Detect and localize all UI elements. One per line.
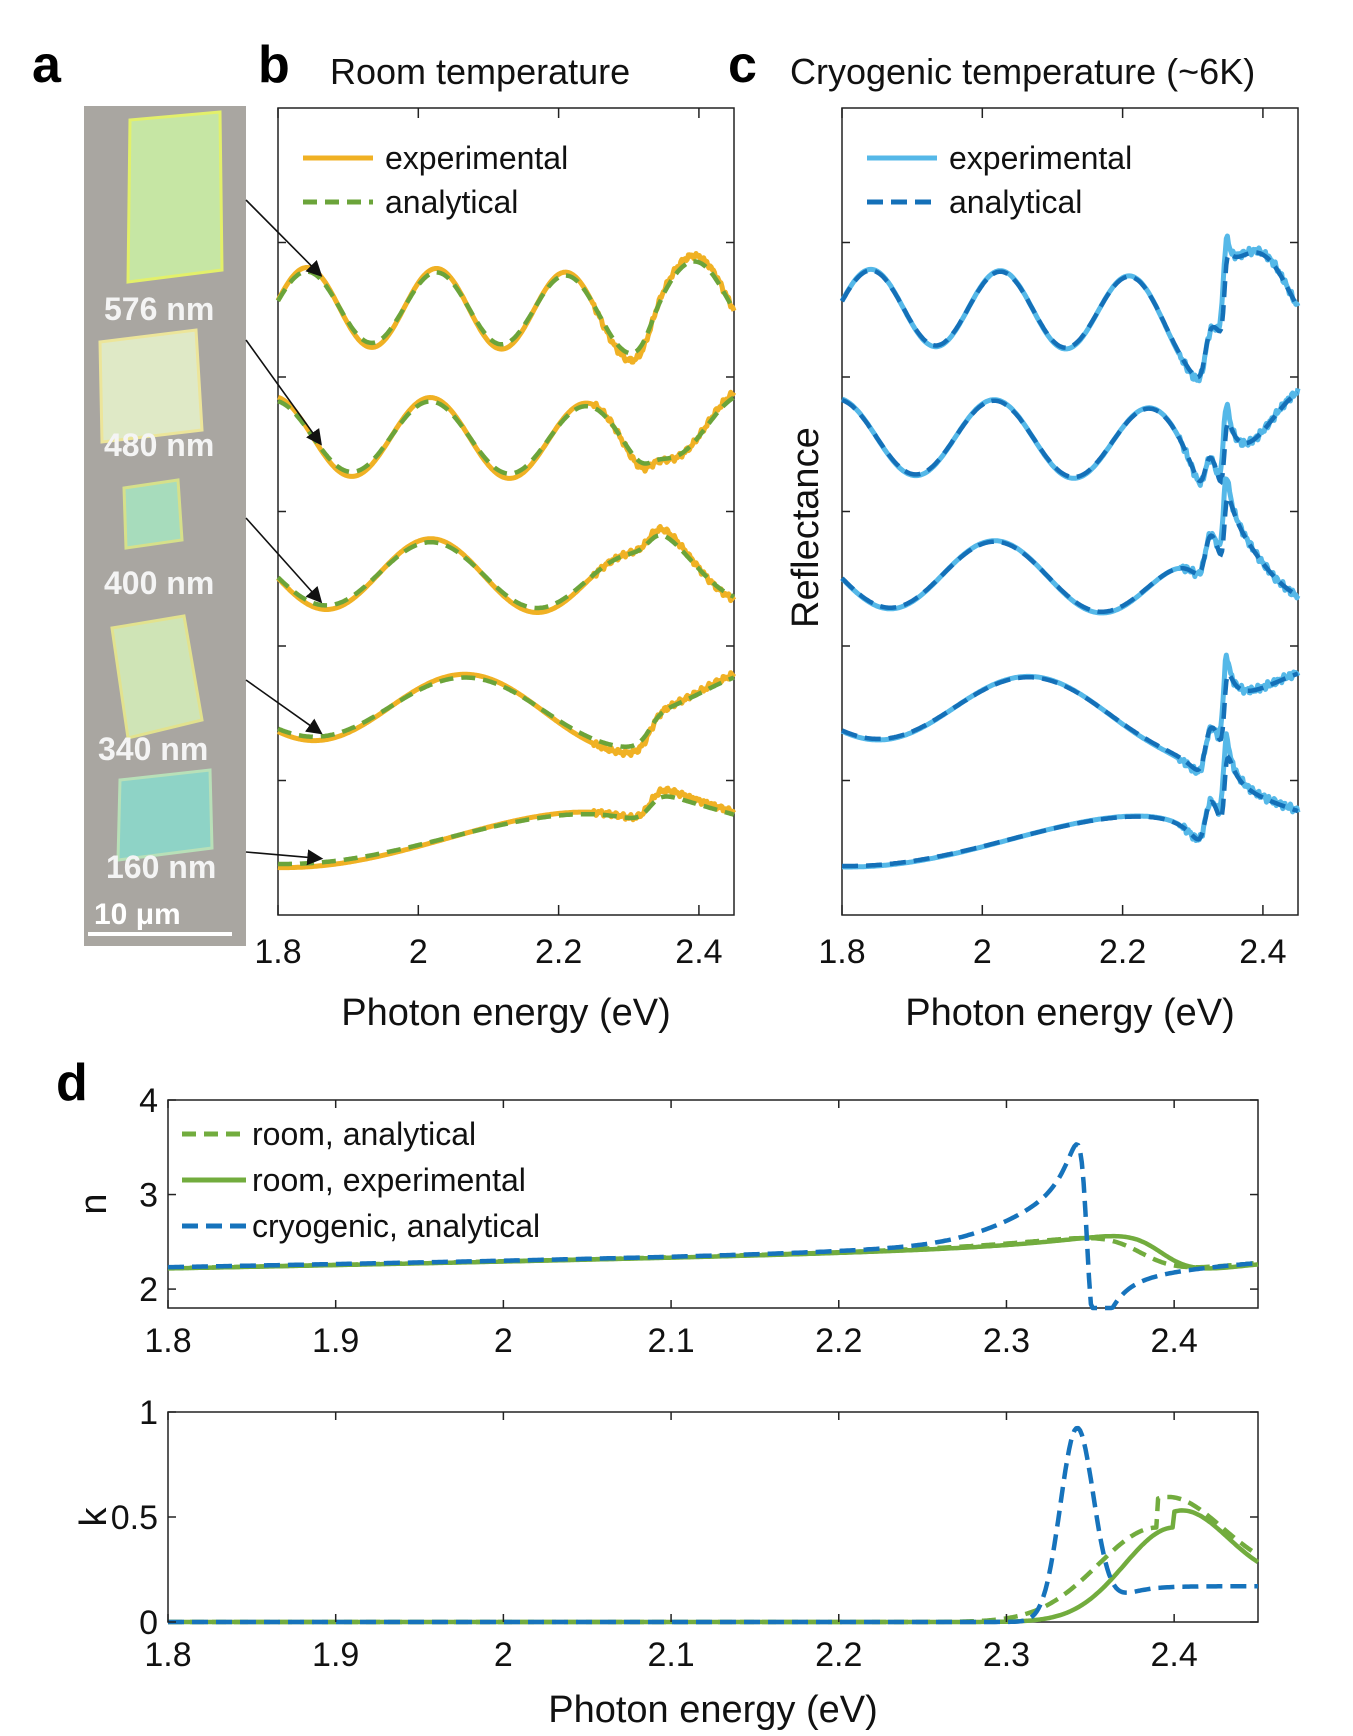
flake-160nm (116, 768, 214, 862)
cryo-experimental-160nm (840, 731, 1301, 870)
n-ytick-label: 3 (139, 1177, 158, 1215)
thickness-label-480: 480 nm (104, 427, 214, 463)
panel-label-b: b (258, 36, 290, 94)
k-xtick-label: 2.1 (647, 1636, 694, 1674)
room-experimental-400nm (276, 524, 737, 615)
k-ytick-label: 0.5 (111, 1499, 158, 1537)
n-xtick-label: 2 (494, 1322, 513, 1360)
k-ytick-label: 0 (139, 1604, 158, 1642)
flake-480nm (98, 328, 204, 444)
cryo-ylabel: Reflectance (785, 427, 827, 628)
room-legend-analytical: analytical (385, 184, 518, 220)
k-xlabel: Photon energy (eV) (548, 1689, 878, 1731)
thickness-arrow-3 (245, 679, 323, 735)
room-analytical-160nm (277, 794, 735, 867)
thickness-label-576: 576 nm (104, 291, 214, 327)
cryo-legend-experimental: experimental (949, 140, 1132, 176)
n-xtick-label: 2.2 (815, 1322, 862, 1360)
cryo-xtick-label: 2 (973, 933, 992, 971)
k-ylabel: k (73, 1507, 115, 1527)
k-xtick-label: 1.9 (312, 1636, 359, 1674)
room-xtick-label: 2 (409, 933, 428, 971)
cryo-analytical-400nm (840, 494, 1299, 615)
cryo-analytical-576nm (840, 250, 1300, 380)
n-ylabel: n (73, 1193, 115, 1214)
room-analytical-576nm (276, 259, 736, 356)
cryo-xtick-label: 1.8 (818, 933, 865, 971)
k-xtick-label: 1.8 (144, 1636, 191, 1674)
room-experimental-576nm (275, 251, 737, 365)
flake-340nm (110, 614, 204, 740)
thickness-arrows (245, 199, 324, 866)
k-series-cryogenic-analytical (167, 1425, 1259, 1625)
k-ytick-label: 1 (139, 1394, 158, 1432)
n-plot-frame (167, 1099, 1259, 1309)
cryo-xtick-label: 2.2 (1099, 933, 1146, 971)
cryo-analytical-340nm (841, 671, 1299, 773)
flake-576nm (126, 110, 224, 284)
chart-refractive-index-n: 1.8 1.9 2 2.1 2.2 2.3 2.4 2 3 4 n room, analytical r… (73, 1082, 1259, 1360)
k-xtick-label: 2.3 (983, 1636, 1030, 1674)
thickness-arrow-4 (245, 849, 324, 866)
thickness-label-160: 160 nm (106, 849, 216, 885)
room-legend-experimental: experimental (385, 140, 568, 176)
cryo-experimental-480nm (840, 387, 1301, 488)
cryo-analytical-160nm (842, 754, 1299, 869)
thickness-arrow-0 (245, 199, 323, 277)
n-legend-label-2: cryogenic, analytical (252, 1208, 540, 1244)
room-analytical-480nm (277, 395, 736, 476)
thickness-label-340: 340 nm (98, 731, 208, 767)
n-xtick-label: 2.1 (647, 1322, 694, 1360)
n-ytick-label: 4 (139, 1082, 158, 1120)
thickness-arrow-1 (245, 339, 322, 446)
k-xtick-label: 2.4 (1151, 1636, 1198, 1674)
panel-b-title: Room temperature (330, 51, 630, 92)
room-experimental-480nm (276, 389, 737, 481)
scale-bar-label: 10 μm (94, 898, 181, 931)
k-series-room-experimental (167, 1508, 1260, 1625)
thickness-label-400: 400 nm (104, 565, 214, 601)
cryo-legend-analytical: analytical (949, 184, 1082, 220)
room-xtick-label: 2.4 (675, 933, 722, 971)
n-series-cryogenic-analytical (167, 1142, 1259, 1311)
n-ytick-label: 2 (139, 1271, 158, 1309)
chart-extinction-k: 1.8 1.9 2 2.1 2.2 2.3 2.4 0 0.5 1 k Photon energy (… (73, 1394, 1260, 1731)
cryo-analytical-480nm (841, 391, 1300, 486)
k-xtick-label: 2 (494, 1636, 513, 1674)
cryo-xtick-label: 2.4 (1239, 933, 1286, 971)
room-xtick-label: 2.2 (535, 933, 582, 971)
panel-c-title: Cryogenic temperature (~6K) (790, 51, 1255, 92)
n-xtick-label: 1.9 (312, 1322, 359, 1360)
k-xtick-label: 2.2 (815, 1636, 862, 1674)
n-xtick-label: 2.4 (1151, 1322, 1198, 1360)
room-xlabel: Photon energy (eV) (341, 992, 671, 1034)
n-xtick-label: 2.3 (983, 1322, 1030, 1360)
room-experimental-340nm (276, 670, 737, 758)
room-xtick-label: 1.8 (254, 933, 301, 971)
panel-label-c: c (728, 36, 757, 94)
room-analytical-400nm (276, 533, 735, 611)
n-legend-label-0: room, analytical (252, 1116, 476, 1152)
scale-bar (88, 932, 232, 936)
cryo-experimental-400nm (840, 476, 1301, 616)
cryo-experimental-576nm (839, 233, 1301, 384)
panel-a-micrograph: 576 nm 480 nm 400 nm 340 nm 160 nm 10 μm (84, 106, 246, 946)
thickness-arrow-2 (245, 517, 323, 604)
flake-400nm (122, 478, 184, 550)
panel-label-a: a (32, 36, 62, 94)
n-legend-label-1: room, experimental (252, 1162, 526, 1198)
cryo-xlabel: Photon energy (eV) (905, 992, 1235, 1034)
room-experimental-160nm (276, 785, 737, 871)
n-xtick-label: 1.8 (144, 1322, 191, 1360)
cryo-plot-frame (841, 107, 1299, 916)
panel-label-d: d (56, 1054, 88, 1112)
room-analytical-340nm (277, 675, 735, 749)
